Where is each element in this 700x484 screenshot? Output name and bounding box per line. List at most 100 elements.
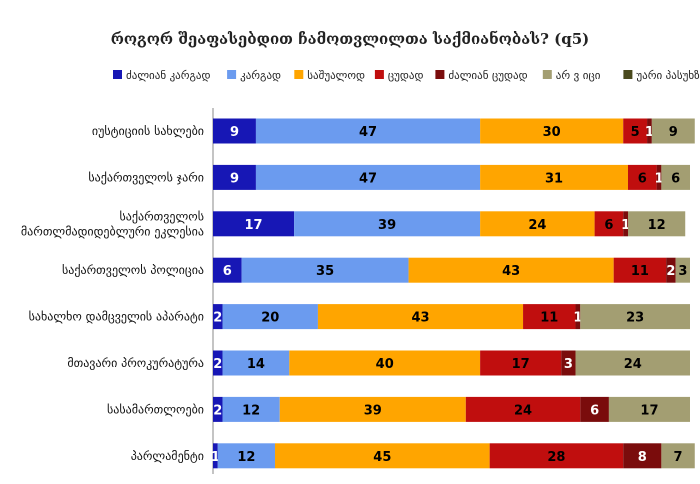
bar-segment <box>217 443 276 469</box>
legend-swatch <box>113 70 122 79</box>
bar-segment <box>623 211 628 237</box>
bar-segment <box>213 396 223 422</box>
category-label-line: საქართველოს <box>120 209 205 223</box>
legend-item: ძალიან ცუდად <box>435 69 528 82</box>
data-label: 6 <box>590 403 599 418</box>
data-label: 12 <box>242 403 260 418</box>
bar-segment <box>480 350 562 376</box>
legend-swatch <box>294 70 304 79</box>
bar-segment <box>275 443 490 469</box>
data-label: 2 <box>213 403 222 418</box>
chart-title: როგორ შეაფასებდით ჩამოთვლილთა საქმიანობა… <box>110 30 590 48</box>
category-label-line: მართლმადიდებლური ეკლესია <box>21 224 204 238</box>
bar-segment <box>675 257 690 283</box>
data-label: 3 <box>564 357 573 372</box>
legend-item: საშუალოდ <box>294 69 365 82</box>
legend-item: ძალიან კარგად <box>113 69 211 82</box>
bar-segment <box>480 118 624 144</box>
category-label: მთავარი პროკურატურა <box>67 356 204 370</box>
data-label: 35 <box>316 264 334 279</box>
bar-segment <box>627 164 657 190</box>
data-label: 6 <box>223 264 232 279</box>
category-label: საქართველოს ჯარი <box>88 170 204 184</box>
data-label: 17 <box>512 357 530 372</box>
data-label: 9 <box>230 125 239 140</box>
data-label: 20 <box>261 311 279 326</box>
bar-segment <box>523 304 576 330</box>
bar-segment <box>294 211 481 237</box>
bar-segment <box>222 304 318 330</box>
legend-swatch <box>435 70 445 79</box>
category-label: საქართველოს პოლიცია <box>62 263 204 277</box>
category-label-line: სასამართლოები <box>107 402 204 416</box>
bar-segment <box>594 211 624 237</box>
data-label: 23 <box>626 311 644 326</box>
data-label: 3 <box>678 264 687 279</box>
bar-segment <box>575 304 581 330</box>
data-label: 11 <box>631 264 649 279</box>
legend-swatch <box>374 70 384 79</box>
data-label: 47 <box>359 171 377 186</box>
legend-label: არ ვ იცი <box>556 69 601 82</box>
bar-segment <box>613 257 667 283</box>
data-label: 5 <box>631 125 640 140</box>
data-label: 40 <box>376 357 394 372</box>
bar-segment <box>480 164 628 190</box>
bar-segment <box>222 396 280 422</box>
legend-item: არ ვ იცი <box>542 69 601 82</box>
data-label: 39 <box>364 403 382 418</box>
bar-segment <box>213 443 218 469</box>
data-label: 1 <box>654 171 663 186</box>
bar-segment <box>289 350 481 376</box>
bar-segment <box>213 211 295 237</box>
data-label: 1 <box>645 125 654 140</box>
category-label: სასამართლოები <box>107 402 204 416</box>
data-label: 43 <box>411 311 429 326</box>
category-label: სახალხო დამცველის აპარატი <box>29 310 204 324</box>
bar-segment <box>580 304 690 330</box>
bar-segment <box>666 257 676 283</box>
category-label: პარლამენტი <box>131 449 204 463</box>
data-label: 24 <box>514 403 532 418</box>
category-label: იუსტიციის სახლები <box>92 124 204 138</box>
legend-item: კარგად <box>227 69 281 82</box>
bar-segment <box>627 211 686 237</box>
bar-segment <box>647 118 652 144</box>
legend-label: უარი პასუხზე <box>636 69 700 82</box>
bar-segment <box>408 257 614 283</box>
bar-segment <box>656 164 662 190</box>
data-label: 1 <box>621 218 630 233</box>
bar-segment <box>561 350 576 376</box>
data-label: 24 <box>624 357 642 372</box>
bar-segment <box>213 118 256 144</box>
bar-segment <box>623 118 648 144</box>
bar-segment <box>580 396 609 422</box>
data-label: 1 <box>211 450 220 465</box>
data-label: 1 <box>573 311 582 326</box>
bar-segment <box>213 257 242 283</box>
bar-segment <box>213 304 223 330</box>
data-label: 30 <box>543 125 561 140</box>
data-label: 8 <box>638 450 647 465</box>
category-label-line: საქართველოს პოლიცია <box>62 263 204 277</box>
data-label: 45 <box>373 450 391 465</box>
bar-segment <box>465 396 581 422</box>
data-label: 12 <box>648 218 666 233</box>
bar-segment <box>317 304 524 330</box>
bar-segment <box>279 396 466 422</box>
legend-label: ძალიან ცუდად <box>448 69 527 82</box>
data-label: 17 <box>640 403 658 418</box>
category-label-line: სახალხო დამცველის აპარატი <box>29 310 204 324</box>
data-label: 28 <box>547 450 565 465</box>
bar-segment <box>213 164 256 190</box>
legend-swatch <box>542 70 552 79</box>
bar-segment <box>623 443 662 469</box>
legend-label: ცუდად <box>388 69 424 82</box>
data-label: 6 <box>638 171 647 186</box>
category-label-line: იუსტიციის სახლები <box>92 124 204 138</box>
data-label: 12 <box>237 450 255 465</box>
category-label-line: მთავარი პროკურატურა <box>67 356 204 370</box>
bar-segment <box>575 350 690 376</box>
data-label: 39 <box>378 218 396 233</box>
